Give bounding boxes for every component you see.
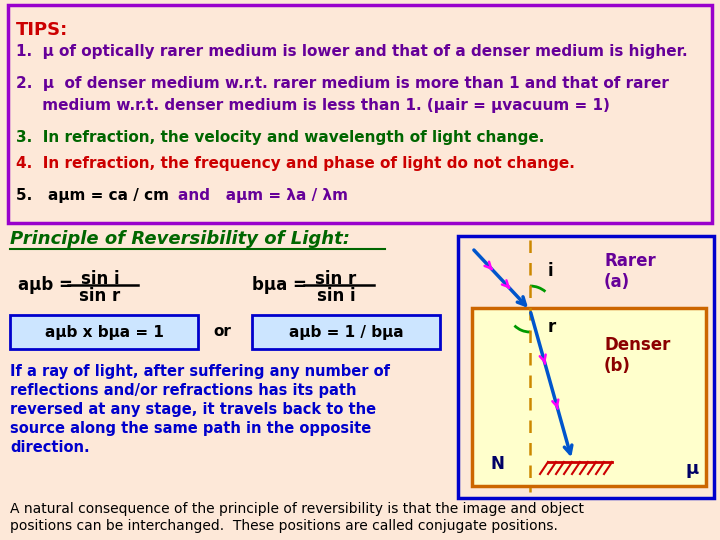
Text: positions can be interchanged.  These positions are called conjugate positions.: positions can be interchanged. These pos…	[10, 519, 558, 533]
Text: r: r	[548, 318, 557, 336]
Text: bμa =: bμa =	[252, 276, 307, 294]
Text: aμb = 1 / bμa: aμb = 1 / bμa	[289, 325, 403, 340]
Text: reversed at any stage, it travels back to the: reversed at any stage, it travels back t…	[10, 402, 376, 417]
Text: 2.  μ  of denser medium w.r.t. rarer medium is more than 1 and that of rarer: 2. μ of denser medium w.r.t. rarer mediu…	[16, 76, 669, 91]
FancyBboxPatch shape	[252, 315, 440, 349]
Text: direction.: direction.	[10, 440, 89, 455]
FancyBboxPatch shape	[10, 315, 198, 349]
Text: sin i: sin i	[81, 270, 120, 288]
Text: 3.  In refraction, the velocity and wavelength of light change.: 3. In refraction, the velocity and wavel…	[16, 130, 544, 145]
Text: i: i	[548, 262, 554, 280]
Text: sin i: sin i	[317, 287, 355, 305]
Text: 4.  In refraction, the frequency and phase of light do not change.: 4. In refraction, the frequency and phas…	[16, 156, 575, 171]
FancyBboxPatch shape	[472, 308, 706, 486]
Text: TIPS:: TIPS:	[16, 21, 68, 39]
Text: sin r: sin r	[315, 270, 356, 288]
Text: Principle of Reversibility of Light:: Principle of Reversibility of Light:	[10, 230, 350, 248]
Text: reflections and/or refractions has its path: reflections and/or refractions has its p…	[10, 383, 356, 398]
Text: medium w.r.t. denser medium is less than 1. (μair = μvacuum = 1): medium w.r.t. denser medium is less than…	[16, 98, 610, 113]
Text: A natural consequence of the principle of reversibility is that the image and ob: A natural consequence of the principle o…	[10, 502, 584, 516]
Text: If a ray of light, after suffering any number of: If a ray of light, after suffering any n…	[10, 364, 390, 379]
Text: Denser
(b): Denser (b)	[604, 336, 670, 375]
Text: 1.  μ of optically rarer medium is lower and that of a denser medium is higher.: 1. μ of optically rarer medium is lower …	[16, 44, 688, 59]
Text: 5.   aμm = ca / cm: 5. aμm = ca / cm	[16, 188, 169, 203]
Text: N: N	[490, 455, 504, 473]
Text: source along the same path in the opposite: source along the same path in the opposi…	[10, 421, 372, 436]
Text: or: or	[213, 325, 231, 340]
Text: aμb =: aμb =	[18, 276, 73, 294]
FancyBboxPatch shape	[8, 5, 712, 223]
Text: Rarer
(a): Rarer (a)	[604, 252, 656, 291]
FancyBboxPatch shape	[458, 236, 714, 498]
Text: μ: μ	[685, 460, 698, 478]
Text: aμb x bμa = 1: aμb x bμa = 1	[45, 325, 163, 340]
Text: sin r: sin r	[79, 287, 121, 305]
Text: and   aμm = λa / λm: and aμm = λa / λm	[178, 188, 348, 203]
